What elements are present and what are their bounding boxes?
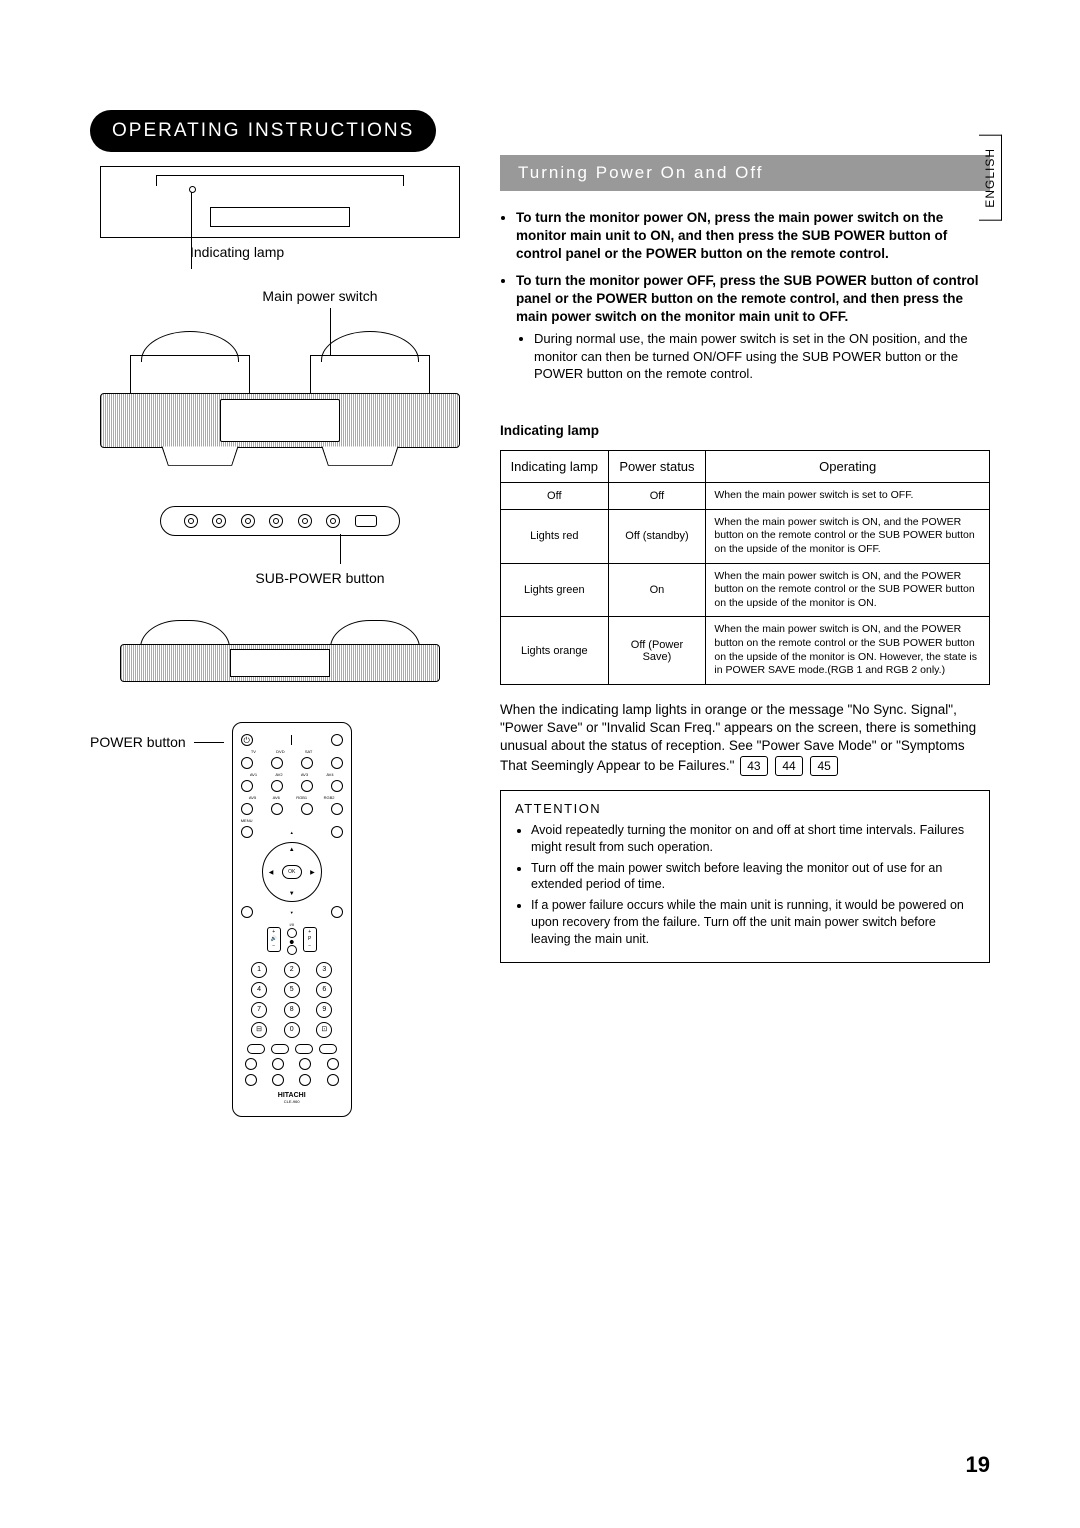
table-title: Indicating lamp — [500, 423, 990, 438]
remote-power-icon — [241, 734, 253, 746]
page-ref: 44 — [775, 756, 802, 776]
page-number: 19 — [966, 1452, 990, 1478]
indicating-lamp-label: Indicating lamp — [90, 244, 470, 260]
remote-model: CLE-960 — [241, 1099, 343, 1104]
attention-item: Avoid repeatedly turning the monitor on … — [531, 822, 975, 856]
attention-box: ATTENTION Avoid repeatedly turning the m… — [500, 790, 990, 963]
page-ref: 45 — [810, 756, 837, 776]
front-panel-diagram — [100, 308, 460, 478]
instruction-off: To turn the monitor power OFF, press the… — [516, 272, 990, 383]
indicating-lamp-table: Indicating lamp Power status Operating O… — [500, 450, 990, 685]
table-row: Lights green On When the main power swit… — [501, 563, 990, 617]
th-status: Power status — [608, 450, 706, 482]
remote-dpad: ▲ ◀ OK ▶ ▼ — [262, 842, 322, 902]
remote-connector-line — [194, 742, 224, 743]
remote-control-diagram: TVDVDSAT AV1AV2AV3AV4 AV5AV6RGB1RGB2 MEN — [232, 722, 352, 1117]
instruction-on: To turn the monitor power ON, press the … — [516, 209, 990, 264]
remote-numpad: 123 456 789 ⊟0⊡ — [245, 962, 339, 1038]
warning-paragraph: When the indicating lamp lights in orang… — [500, 701, 990, 776]
attention-item: Turn off the main power switch before le… — [531, 860, 975, 894]
table-row: Lights red Off (standby) When the main p… — [501, 509, 990, 563]
table-row: Lights orange Off (Power Save) When the … — [501, 617, 990, 685]
language-tab: ENGLISH — [979, 135, 1002, 221]
remote-brand: HITACHI — [241, 1092, 343, 1099]
sub-power-button-label: SUB-POWER button — [170, 570, 470, 586]
power-button-label: POWER button — [90, 722, 186, 750]
page-ref: 43 — [740, 756, 767, 776]
th-lamp: Indicating lamp — [501, 450, 609, 482]
attention-item: If a power failure occurs while the main… — [531, 897, 975, 948]
monitor-top-diagram — [100, 166, 460, 238]
sub-section-header: Turning Power On and Off — [500, 155, 990, 191]
remote-btn-icon — [331, 734, 343, 746]
main-power-switch-label: Main power switch — [170, 288, 470, 304]
table-row: Off Off When the main power switch is se… — [501, 482, 990, 509]
indicating-lamp-pointer — [191, 189, 192, 269]
attention-heading: ATTENTION — [515, 801, 975, 816]
control-strip-diagram — [160, 506, 400, 536]
section-header: OPERATING INSTRUCTIONS — [90, 110, 436, 152]
instructions-block: To turn the monitor power ON, press the … — [500, 209, 990, 383]
th-operating: Operating — [706, 450, 990, 482]
instruction-sub: During normal use, the main power switch… — [534, 330, 990, 383]
front-panel-small-diagram — [120, 592, 440, 682]
